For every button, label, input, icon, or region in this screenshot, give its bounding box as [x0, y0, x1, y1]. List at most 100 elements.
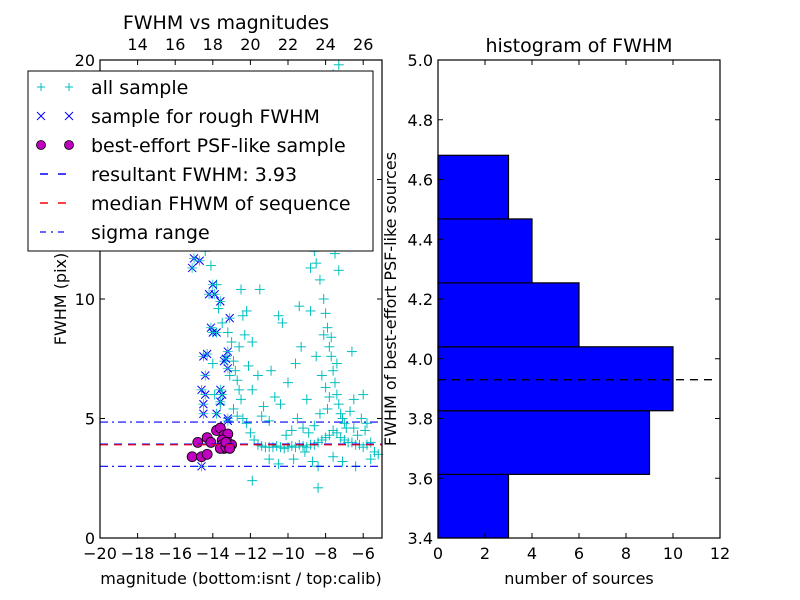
- all-sample-point: [228, 356, 239, 367]
- top-x-tick-label: 20: [240, 35, 260, 54]
- rough-fwhm-point: [196, 461, 207, 472]
- rough-fwhm-point: [198, 408, 209, 419]
- legend-box: [27, 70, 374, 252]
- x-tick-label: −18: [121, 544, 155, 563]
- all-sample-point: [243, 360, 254, 371]
- rough-fwhm-point: [215, 396, 226, 407]
- all-sample-point: [326, 332, 337, 343]
- all-sample-point: [320, 308, 331, 319]
- all-sample-point: [258, 401, 269, 412]
- rough-fwhm-point: [196, 384, 207, 395]
- all-sample-point: [247, 384, 258, 395]
- scatter-reference-lines: [100, 421, 382, 467]
- histogram-bar: [437, 346, 674, 412]
- rough-fwhm-point: [198, 399, 209, 410]
- top-x-tick-label: 26: [353, 35, 373, 54]
- all-sample-point: [339, 418, 350, 429]
- all-sample-point: [333, 399, 344, 410]
- legend-entry: sigma range: [40, 222, 210, 244]
- all-sample-point: [236, 394, 246, 405]
- all-sample-point: [288, 454, 299, 465]
- all-sample-point: [330, 377, 340, 388]
- psf-like-point: [201, 448, 213, 460]
- all-sample-point: [228, 403, 239, 414]
- all-sample-point: [230, 365, 241, 376]
- all-sample-point: [333, 59, 344, 70]
- all-sample-point: [281, 430, 292, 441]
- all-sample-point: [314, 274, 325, 285]
- top-x-tick-label: 14: [127, 35, 147, 54]
- all-sample-point: [348, 394, 359, 405]
- histogram-bar: [437, 218, 533, 284]
- psf-like-point: [192, 436, 204, 448]
- legend-entry: resultant FWHM: 3.93: [40, 164, 297, 186]
- psf-like-point: [205, 436, 217, 448]
- all-sample-point: [234, 384, 245, 395]
- all-sample-point: [361, 418, 372, 429]
- x-tick-label: −12: [234, 544, 268, 563]
- x-tick-label: 12: [710, 544, 730, 563]
- histogram-bar: [437, 473, 510, 539]
- all-sample-point: [286, 425, 297, 436]
- legend-entry: all sample: [37, 77, 188, 99]
- all-sample-point: [239, 329, 250, 340]
- all-sample-point: [292, 413, 303, 424]
- all-sample-point: [241, 418, 252, 429]
- all-sample-point: [224, 370, 235, 381]
- all-sample-point: [328, 365, 339, 376]
- all-sample-point: [252, 370, 263, 381]
- rough-fwhm-point: [224, 313, 235, 324]
- all-sample-point: [217, 317, 228, 328]
- histogram-bar: [437, 282, 580, 348]
- rough-fwhm-point: [202, 348, 213, 359]
- all-sample-point: [328, 451, 339, 462]
- x-tick-label: 6: [574, 544, 584, 563]
- all-sample-point: [283, 377, 293, 388]
- rough-fwhm-point: [220, 353, 231, 364]
- all-sample-point: [314, 408, 325, 419]
- all-sample-point: [266, 365, 277, 376]
- rough-fwhm-point: [222, 415, 233, 426]
- all-sample-point: [305, 262, 316, 273]
- rough-fwhm-point: [215, 384, 226, 395]
- all-sample-point: [358, 389, 369, 400]
- x-tick-label: 2: [480, 544, 490, 563]
- all-sample-point: [213, 303, 224, 314]
- y-tick-label: 4.8: [408, 111, 433, 130]
- all-sample-point: [307, 456, 318, 467]
- histogram-title: histogram of FWHM: [485, 35, 672, 57]
- top-x-tick-label: 22: [278, 35, 298, 54]
- rough-fwhm-point: [211, 327, 222, 338]
- psf-like-point: [186, 451, 198, 463]
- legend-label: sigma range: [91, 222, 210, 244]
- all-sample-point: [322, 322, 333, 333]
- y-tick-label: 20: [75, 51, 95, 70]
- all-sample-point: [360, 425, 371, 436]
- all-sample-point: [356, 413, 367, 424]
- all-sample-point: [234, 341, 245, 352]
- all-sample-point: [301, 394, 312, 405]
- histogram-axes: 0 2 4 6 8 10 12 3.4 3.6 3.8 4.0 4.2 4.4 4.6 4.8 5.0 his…: [381, 35, 730, 588]
- legend-entries: all sample sample for rough FWHM best-effo…: [36, 77, 351, 244]
- all-sample-point: [299, 446, 310, 457]
- legend-label: sample for rough FWHM: [91, 106, 320, 128]
- all-sample-point: [335, 408, 346, 419]
- all-sample-point: [254, 284, 265, 295]
- scatter-points: [186, 59, 384, 493]
- rough-fwhm-point: [194, 255, 205, 266]
- scatter-xlabel: magnitude (bottom:isnt / top:calib): [100, 569, 381, 588]
- all-sample-point: [247, 475, 258, 486]
- y-tick-label: 3.4: [408, 529, 433, 548]
- all-sample-point: [294, 301, 305, 312]
- x-tick-label: −14: [196, 544, 230, 563]
- all-sample-point: [333, 265, 344, 276]
- rough-fwhm-point: [209, 289, 220, 300]
- all-sample-point: [345, 406, 356, 417]
- all-sample-point: [326, 351, 337, 362]
- rough-fwhm-point: [200, 389, 211, 400]
- x-tick-label: −8: [314, 544, 338, 563]
- legend-label: median FHWM of sequence: [91, 193, 351, 215]
- histogram-bar: [437, 410, 651, 475]
- all-sample-point: [205, 260, 216, 271]
- y-tick-label: 5: [85, 410, 95, 429]
